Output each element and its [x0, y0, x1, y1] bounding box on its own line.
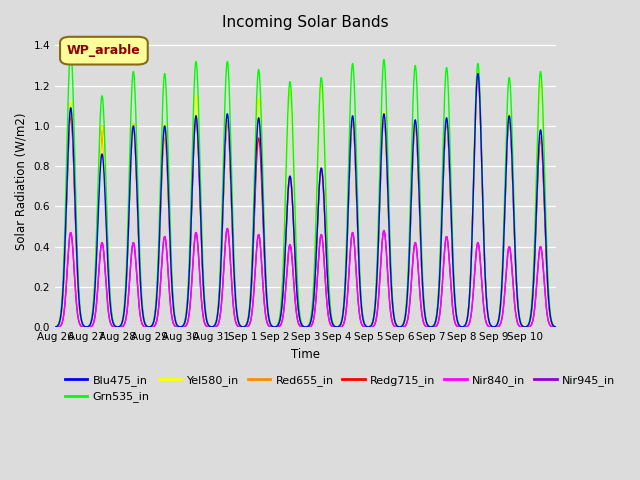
Legend: Blu475_in, Grn535_in, Yel580_in, Red655_in, Redg715_in, Nir840_in, Nir945_in: Blu475_in, Grn535_in, Yel580_in, Red655_… [61, 371, 620, 407]
Title: Incoming Solar Bands: Incoming Solar Bands [222, 15, 389, 30]
Text: WP_arable: WP_arable [67, 44, 141, 57]
Y-axis label: Solar Radiation (W/m2): Solar Radiation (W/m2) [15, 112, 28, 250]
FancyBboxPatch shape [60, 37, 148, 64]
X-axis label: Time: Time [291, 348, 320, 360]
